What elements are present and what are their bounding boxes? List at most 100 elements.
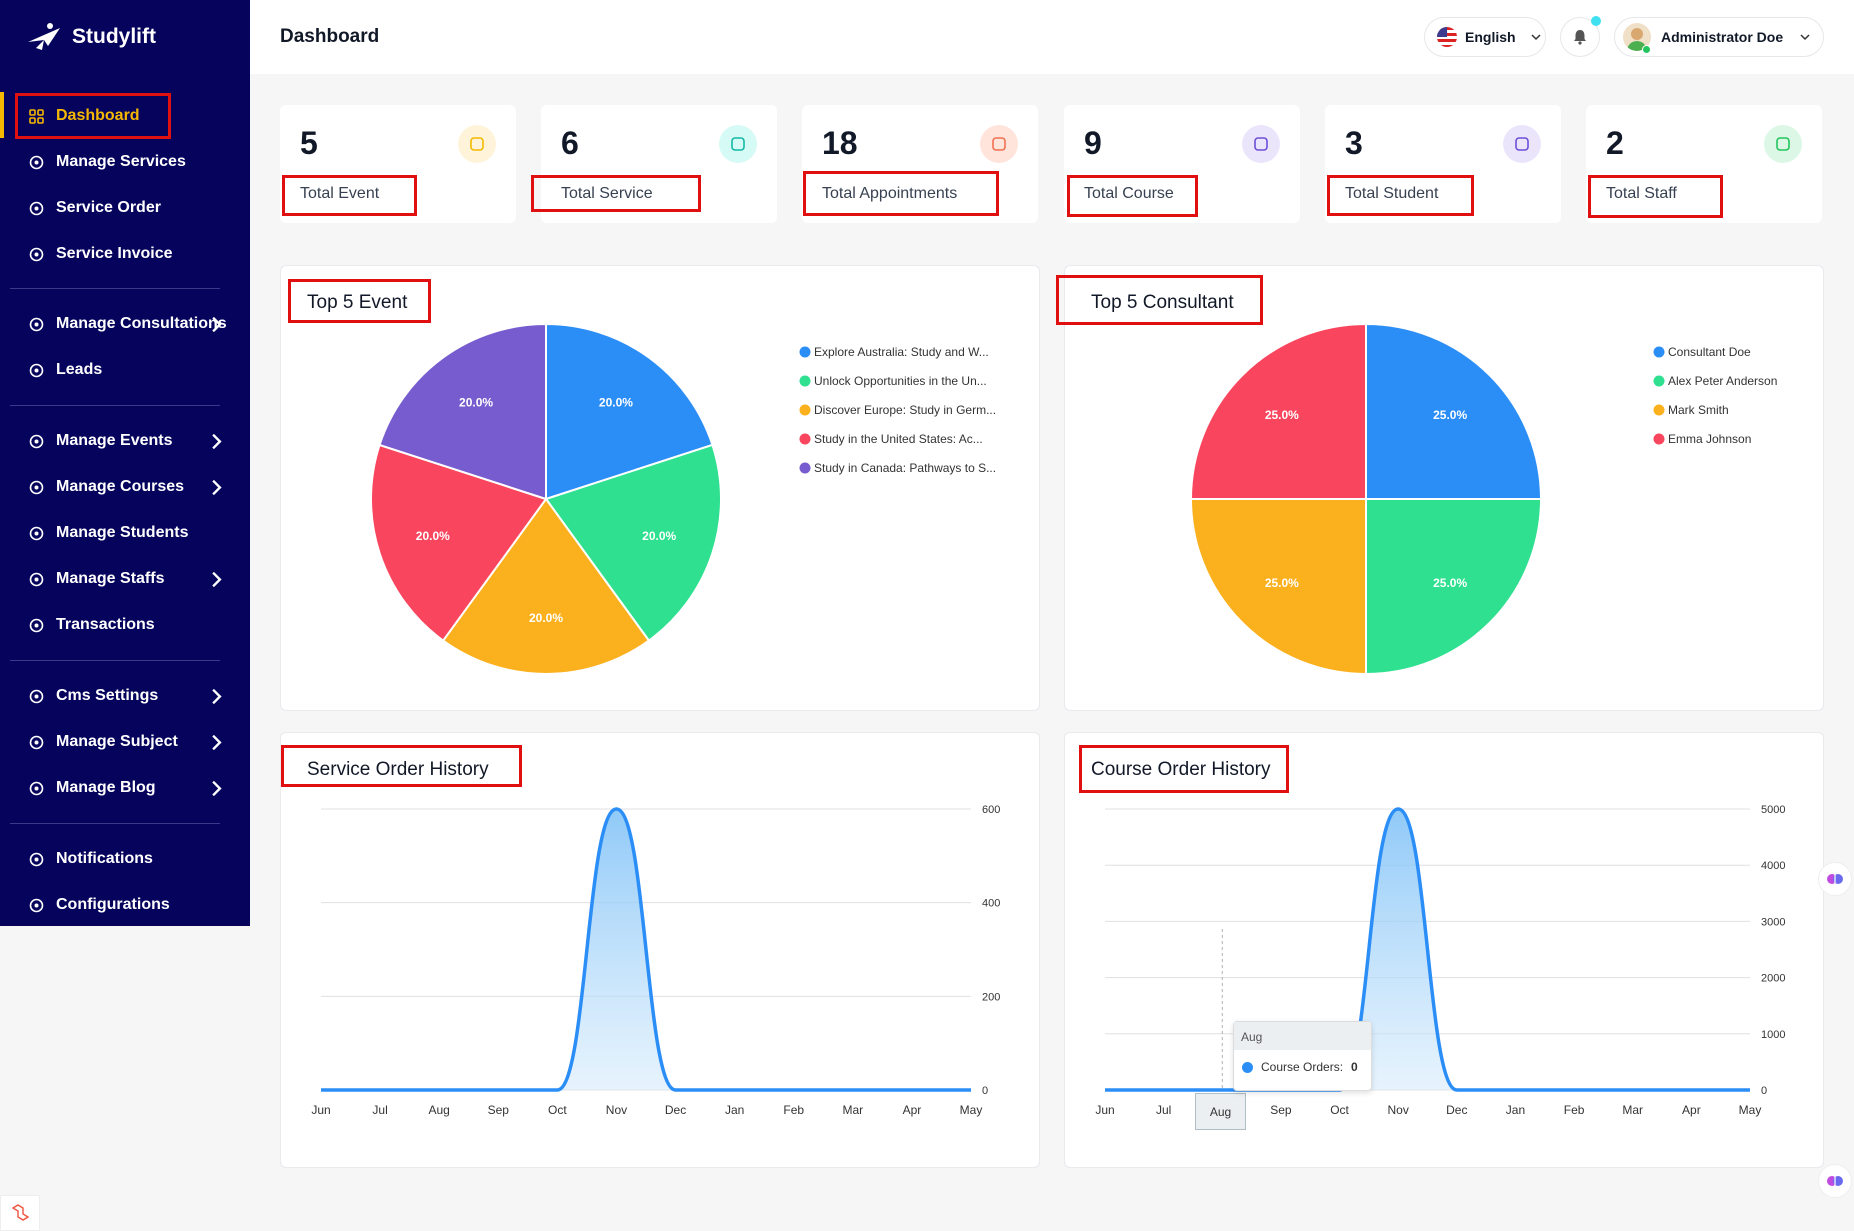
x-tick-label: Oct [548, 1103, 567, 1117]
logo-icon [28, 23, 60, 50]
sidebar-item-label: Service Order [56, 199, 161, 216]
legend-label: Unlock Opportunities in the Un... [814, 374, 987, 388]
pie-slice [544, 443, 722, 642]
tooltip-series-dot [1242, 1061, 1253, 1073]
pie-slice [378, 322, 547, 501]
sidebar-item-label: Manage Consultations [56, 315, 227, 332]
x-tick-label: Mar [1622, 1103, 1643, 1117]
stat-value: 9 [1084, 125, 1102, 161]
stat-card-total-event[interactable]: 5 Total Event [280, 105, 516, 223]
y-tick-label: 0 [982, 1085, 988, 1097]
stat-card-total-service[interactable]: 6 Total Service [541, 105, 777, 223]
divider [10, 405, 220, 406]
pie-slice-label: 20.0% [459, 396, 493, 410]
notifications-button[interactable] [1560, 17, 1600, 57]
legend-label: Emma Johnson [1668, 432, 1751, 446]
tooltip-category: Aug [1234, 1022, 1371, 1050]
stat-label: Total Event [300, 185, 380, 202]
pie-slice-label: 20.0% [416, 529, 450, 543]
legend-item: Study in Canada: Pathways to S... [799, 461, 996, 475]
stat-icon [980, 125, 1018, 163]
sidebar-item-label: Manage Blog [56, 779, 156, 796]
y-tick-label: 5000 [1761, 804, 1785, 816]
sidebar-item-label: Transactions [56, 616, 155, 633]
pie-slice-label: 20.0% [599, 396, 633, 410]
stat-value: 3 [1345, 125, 1363, 161]
legend-dot [1653, 375, 1665, 387]
legend-item: Study in the United States: Ac... [799, 432, 983, 446]
panel-title: Top 5 Consultant [1091, 292, 1234, 313]
sidebar-item-manage-courses[interactable]: Manage Courses [28, 473, 238, 501]
laravel-debug-button[interactable] [0, 1195, 40, 1231]
panel-title: Top 5 Event [307, 292, 408, 313]
sidebar-item-label: Manage Courses [56, 478, 185, 495]
stat-value: 5 [300, 125, 318, 161]
sidebar-item-manage-events[interactable]: Manage Events [28, 427, 238, 455]
language-selector[interactable]: English [1424, 17, 1546, 57]
sidebar-item-manage-students[interactable]: Manage Students [28, 519, 238, 547]
legend-item: Consultant Doe [1653, 345, 1751, 359]
stat-icon [719, 125, 757, 163]
x-tick-label: Nov [606, 1103, 627, 1117]
x-tick-label: Oct [1330, 1103, 1349, 1117]
notification-dot [1591, 16, 1601, 26]
sidebar-item-service-invoice[interactable]: Service Invoice [28, 240, 238, 268]
legend-label: Discover Europe: Study in Germ... [814, 403, 996, 417]
sidebar-item-cms-settings[interactable]: Cms Settings [28, 682, 238, 710]
book-icon [29, 735, 44, 749]
y-tick-label: 400 [982, 898, 1000, 910]
consultation-icon [29, 317, 44, 331]
brand[interactable]: Studylift [26, 20, 156, 54]
brain-icon [1827, 874, 1843, 884]
x-tick-label: Apr [1682, 1103, 1701, 1117]
legend-item: Discover Europe: Study in Germ... [799, 403, 996, 417]
staff-icon [29, 572, 44, 586]
ai-assistant-button[interactable] [1818, 862, 1852, 896]
divider [10, 288, 220, 289]
stat-card-total-student[interactable]: 3 Total Student [1325, 105, 1561, 223]
x-tick-label: Dec [665, 1103, 686, 1117]
language-label: English [1465, 29, 1516, 45]
page-title: Dashboard [280, 26, 380, 47]
user-name: Administrator Doe [1661, 29, 1784, 45]
x-tick-label: Mar [842, 1103, 863, 1117]
pie-slice-label: 20.0% [642, 529, 676, 543]
stat-card-total-course[interactable]: 9 Total Course [1064, 105, 1300, 223]
tooltip-value: 0 [1351, 1060, 1358, 1074]
sidebar-item-leads[interactable]: Leads [28, 356, 238, 384]
sidebar-item-label: Manage Students [56, 524, 189, 541]
sidebar-item-manage-consultations[interactable]: Manage Consultations [28, 310, 238, 338]
y-tick-label: 2000 [1761, 973, 1785, 985]
panel-title: Service Order History [307, 759, 489, 780]
x-axis-hover-label: Aug [1195, 1093, 1246, 1130]
sidebar-item-label: Manage Events [56, 432, 173, 449]
x-tick-label: Jan [725, 1103, 744, 1117]
services-icon [29, 155, 44, 169]
sidebar-item-label: Cms Settings [56, 687, 159, 704]
sidebar-item-manage-staffs[interactable]: Manage Staffs [28, 565, 238, 593]
brain-icon [1827, 1176, 1843, 1186]
stat-icon [1503, 125, 1541, 163]
active-indicator [0, 92, 4, 138]
sidebar-item-manage-blog[interactable]: Manage Blog [28, 774, 238, 802]
service-order-area-chart: 0 200 400 600 Jun Jul Aug Sep Oct Nov Dec Jan Feb Mar… [311, 804, 1000, 1117]
sidebar-item-manage-services[interactable]: Manage Services [28, 148, 238, 176]
stat-card-total-appointments[interactable]: 18 Total Appointments [802, 105, 1038, 223]
y-tick-label: 0 [1761, 1085, 1767, 1097]
sidebar-item-manage-subject[interactable]: Manage Subject [28, 728, 238, 756]
sidebar-item-dashboard[interactable]: Dashboard [28, 102, 238, 130]
sidebar-item-notifications[interactable]: Notifications [28, 845, 238, 873]
stat-label: Total Student [1345, 185, 1439, 202]
sidebar-item-configurations[interactable]: Configurations [28, 891, 238, 919]
stat-card-total-staff[interactable]: 2 Total Staff [1586, 105, 1822, 223]
ai-assistant-button[interactable] [1818, 1164, 1852, 1198]
stat-label: Total Appointments [822, 185, 958, 202]
sidebar: Studylift Dashboard Manage Services Servic… [0, 0, 250, 926]
x-tick-label: Dec [1446, 1103, 1467, 1117]
sidebar-item-service-order[interactable]: Service Order [28, 194, 238, 222]
consultants-pie-chart: 25.0% 25.0% 25.0% 25.0% Consultant Doe Alex P… [1189, 322, 1777, 676]
legend-dot [799, 404, 811, 416]
sidebar-item-transactions[interactable]: Transactions [28, 611, 238, 639]
legend-label: Consultant Doe [1668, 345, 1751, 359]
pie-slice [1365, 322, 1543, 500]
